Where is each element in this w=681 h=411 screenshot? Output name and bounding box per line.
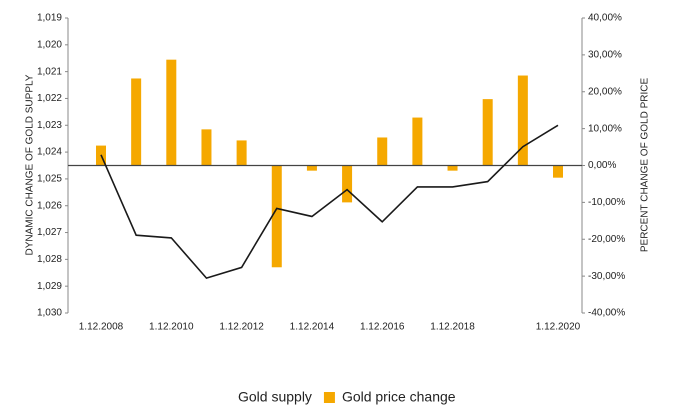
y-tick-label: 1,024 (37, 147, 62, 158)
y-tick-label: 1,026 (37, 200, 62, 211)
line (100, 124, 559, 280)
y-tick-label: 1,023 (37, 120, 62, 131)
y2-tick-label: 10,00% (588, 123, 622, 134)
legend-label: Gold price change (342, 389, 456, 405)
bar (553, 165, 563, 178)
y2-tick-label: -20,00% (588, 234, 625, 245)
bar (447, 165, 458, 171)
y2-tick-label: 40,00% (588, 13, 622, 24)
y2-tick-label: -40,00% (588, 308, 625, 319)
y-axis-label: DYNAMIC CHANGE OF GOLD SUPPLY (25, 74, 36, 255)
legend-swatch (323, 392, 335, 403)
x-tick-label: 1.12.2014 (290, 322, 335, 333)
x-tick-label: 1.12.2010 (149, 322, 194, 333)
bar (412, 117, 423, 166)
y-tick-label: 1,027 (37, 227, 62, 238)
bar (517, 75, 528, 166)
y-tick-label: 1,025 (37, 174, 62, 185)
y2-tick-label: 0,00% (588, 160, 616, 171)
y-tick-label: 1,030 (37, 308, 62, 319)
bar (236, 140, 247, 166)
bar (377, 137, 388, 166)
y-tick-label: 1,020 (37, 39, 62, 50)
y-tick-label: 1,019 (37, 13, 62, 24)
y2-tick-label: -30,00% (588, 271, 625, 282)
x-tick-label: 1.12.2020 (536, 322, 581, 333)
y-tick-label: 1,028 (37, 254, 62, 265)
x-tick-label: 1.12.2016 (360, 322, 405, 333)
bar (201, 129, 212, 166)
bar (271, 165, 282, 268)
y-tick-label: 1,022 (37, 93, 62, 104)
y2-tick-label: -10,00% (588, 197, 625, 208)
bar (482, 99, 493, 166)
legend-label: Gold supply (238, 389, 312, 405)
y-tick-label: 1,021 (37, 66, 62, 77)
y2-axis-label: PERCENT CHANGE OF GOLD PRICE (640, 78, 651, 253)
x-tick-label: 1.12.2012 (219, 322, 264, 333)
x-tick-label: 1.12.2018 (430, 322, 475, 333)
bar (342, 165, 353, 203)
y-tick-label: 1,029 (37, 281, 62, 292)
x-tick-label: 1.12.2008 (79, 322, 124, 333)
bar (306, 165, 317, 171)
y2-tick-label: 30,00% (588, 50, 622, 61)
bar (166, 59, 177, 166)
y2-tick-label: 20,00% (588, 86, 622, 97)
bar (131, 78, 142, 166)
